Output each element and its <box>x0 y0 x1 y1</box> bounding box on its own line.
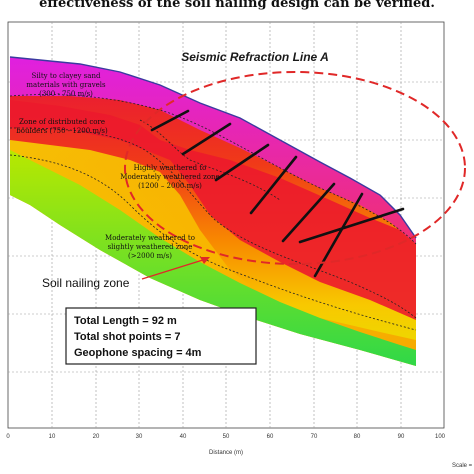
layer-label-1c: (300 - 750 m/s) <box>39 90 93 98</box>
info-total-length: Total Length = 92 m <box>74 315 177 327</box>
core-boulder-zone <box>10 100 416 320</box>
soil-nailing-zone-label: Soil nailing zone <box>42 276 130 290</box>
layer-label-4b: slightly weathered zone <box>108 243 193 251</box>
layer-labels: Silty to clayey sand materials with grav… <box>16 72 219 260</box>
layer-label-1b: materials with gravels <box>26 81 106 89</box>
nail-3 <box>214 143 270 182</box>
layer-label-4c: (>2000 m/s) <box>128 252 172 260</box>
x-tick-0: 0 <box>6 434 10 440</box>
x-tick-50: 50 <box>223 434 230 440</box>
diagram-title: Seismic Refraction Line A <box>181 50 329 64</box>
x-tick-20: 20 <box>93 434 100 440</box>
x-axis: 0 10 20 30 40 50 60 70 80 90 100 Distanc… <box>6 434 445 456</box>
nail-1 <box>150 109 190 132</box>
ground-surface <box>9 56 417 239</box>
info-shot-points: Total shot points = 7 <box>74 331 180 343</box>
silty-sand-layer <box>10 57 416 244</box>
layer-label-3b: Moderately weathered zone <box>120 173 219 181</box>
slightly-weathered-zone <box>10 150 416 366</box>
callout-arrow-line <box>141 258 207 280</box>
x-tick-90: 90 <box>398 434 405 440</box>
x-tick-100: 100 <box>435 434 446 440</box>
nail-2 <box>181 122 232 156</box>
x-tick-40: 40 <box>180 434 187 440</box>
x-tick-10: 10 <box>49 434 56 440</box>
nail-5 <box>281 182 336 243</box>
layer-boundaries <box>9 94 417 331</box>
scale-label: Scale = <box>452 463 473 469</box>
layer-label-4a: Moderately weathered to <box>105 234 195 242</box>
x-tick-70: 70 <box>311 434 318 440</box>
x-axis-label: Distance (m) <box>209 450 243 456</box>
layer-label-2a: Zone of distributed core <box>19 118 105 126</box>
layer-label-3a: Highly weathered to <box>134 164 207 172</box>
callout-arrow-head <box>200 257 210 264</box>
nail-7 <box>298 207 405 244</box>
top-caption: effectiveness of the soil nailing design… <box>39 0 435 11</box>
info-geophone-spacing: Geophone spacing = 4m <box>74 347 202 359</box>
soil-nailing-zone-ellipse <box>124 71 466 265</box>
x-tick-30: 30 <box>136 434 143 440</box>
x-tick-80: 80 <box>354 434 361 440</box>
x-tick-60: 60 <box>267 434 274 440</box>
info-box: Total Length = 92 m Total shot points = … <box>65 307 257 365</box>
layer-label-1a: Silty to clayey sand <box>32 72 101 80</box>
layer-label-3c: (1200 – 2000 m/s) <box>138 182 202 190</box>
layer-label-2b: boulders (750 - 1200 m/s) <box>16 127 108 135</box>
nail-4 <box>249 155 298 215</box>
